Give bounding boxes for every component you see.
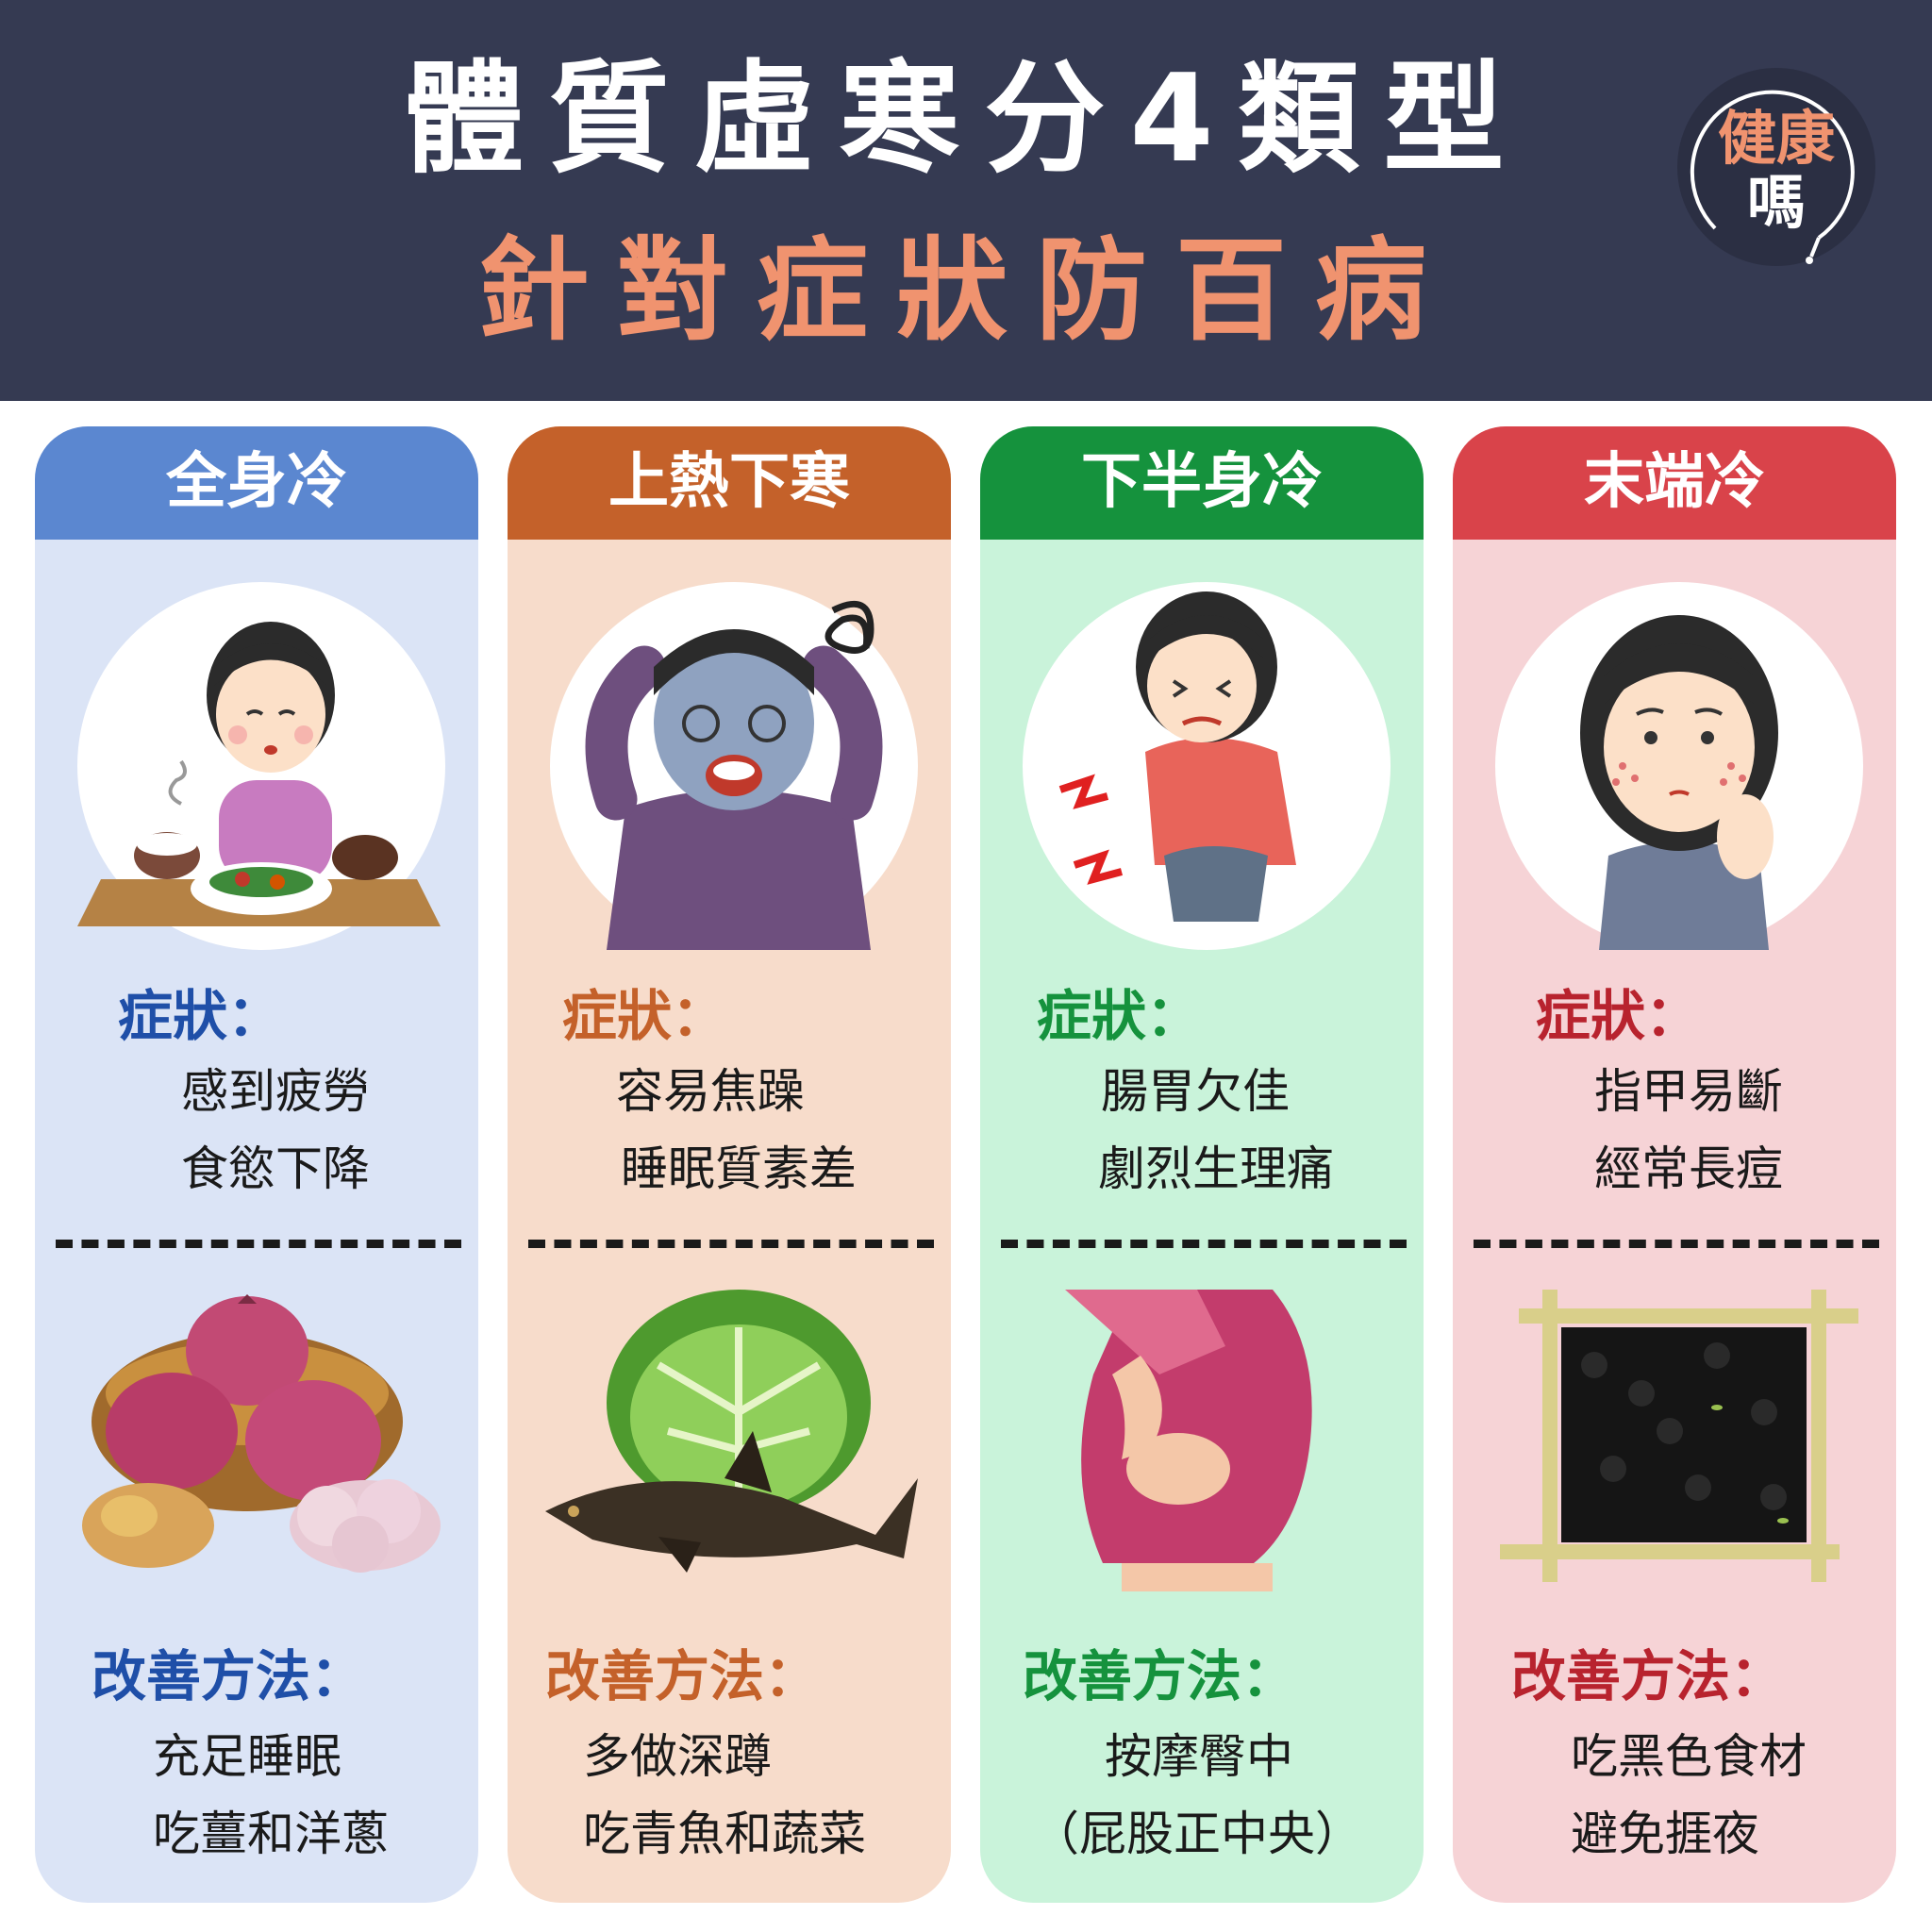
cabbage-fish-icon [545, 1290, 918, 1573]
card-title: 末端冷 [1453, 426, 1896, 540]
remedy-item: 多做深蹲 [583, 1729, 772, 1784]
black-beans-rice-icon [1500, 1290, 1858, 1582]
divider [1001, 1240, 1407, 1248]
symptom-label: 症狀： [118, 984, 283, 1048]
tired-woman-at-table-icon [77, 622, 441, 926]
acne-woman-icon [1580, 615, 1778, 950]
remedy-label: 改善方法： [92, 1644, 366, 1708]
illustration-circle [1495, 582, 1863, 950]
card-title: 上熱下寒 [508, 426, 951, 540]
symptom-label: 症狀： [1037, 984, 1202, 1048]
onion-ginger-garlic-icon [82, 1294, 441, 1573]
symptom-item: 睡眠質素差 [621, 1141, 857, 1196]
stressed-person-icon [585, 600, 883, 950]
food-image [536, 1290, 932, 1591]
page-title: 體質虛寒分4類型 [403, 49, 1529, 190]
symptom-label: 症狀： [1536, 984, 1701, 1048]
card-title: 下半身冷 [980, 426, 1424, 540]
symptom-item: 腸胃欠佳 [1101, 1064, 1290, 1119]
card-title: 全身冷 [35, 426, 478, 540]
food-image [63, 1290, 459, 1591]
brand-logo: 健康 嗎 [1677, 68, 1875, 266]
header-banner: 體質虛寒分4類型 針對症狀防百病 健康 嗎 [0, 0, 1932, 401]
remedy-item: （屁股正中央） [1032, 1807, 1362, 1861]
logo-text-2: 嗎 [1746, 168, 1806, 237]
symptom-item: 容易焦躁 [616, 1064, 805, 1119]
page-subtitle: 針對症狀防百病 [476, 225, 1455, 356]
logo-ring-icon [1690, 90, 1855, 264]
stomach-pain-woman-icon [1058, 591, 1296, 922]
card-lower-body-cold: 下半身冷 症狀： 腸胃欠佳 劇烈生理痛 改善方法： 按摩臀中 （屁股正中央） [980, 426, 1424, 1903]
remedy-item: 吃薑和洋蔥 [153, 1807, 389, 1861]
remedy-label: 改善方法： [1023, 1644, 1297, 1708]
logo-text-1: 健康 [1717, 104, 1835, 173]
remedy-item: 吃黑色食材 [1571, 1729, 1807, 1784]
remedy-item: 吃青魚和蔬菜 [583, 1807, 866, 1861]
card-extremities-cold: 末端冷 症狀： 指甲易斷 經常長痘 [1453, 426, 1896, 1903]
symptom-item: 食慾下降 [181, 1141, 370, 1196]
food-image [1481, 1290, 1877, 1591]
card-whole-body-cold: 全身冷 症狀： 感到疲勞 食慾下降 [35, 426, 478, 1903]
remedy-item: 充足睡眠 [153, 1729, 341, 1784]
hip-massage-icon [1065, 1290, 1312, 1591]
symptom-item: 劇烈生理痛 [1098, 1141, 1334, 1196]
remedy-item: 按摩臀中 [1105, 1729, 1293, 1784]
symptom-item: 感到疲勞 [181, 1064, 370, 1119]
illustration-circle [550, 582, 918, 950]
divider [528, 1240, 934, 1248]
remedy-label: 改善方法： [1511, 1644, 1786, 1708]
divider [56, 1240, 461, 1248]
symptom-item: 經常長痘 [1594, 1141, 1783, 1196]
symptom-label: 症狀： [562, 984, 727, 1048]
illustration-circle [77, 582, 445, 950]
remedy-item: 避免捱夜 [1571, 1807, 1759, 1861]
remedy-label: 改善方法： [545, 1644, 820, 1708]
food-image [1008, 1290, 1405, 1591]
illustration-circle [1023, 582, 1391, 950]
card-upper-hot-lower-cold: 上熱下寒 症狀： 容易焦躁 睡眠質素差 改善方法： 多做深蹲 吃青魚 [508, 426, 951, 1903]
symptom-item: 指甲易斷 [1594, 1064, 1783, 1119]
divider [1474, 1240, 1879, 1248]
